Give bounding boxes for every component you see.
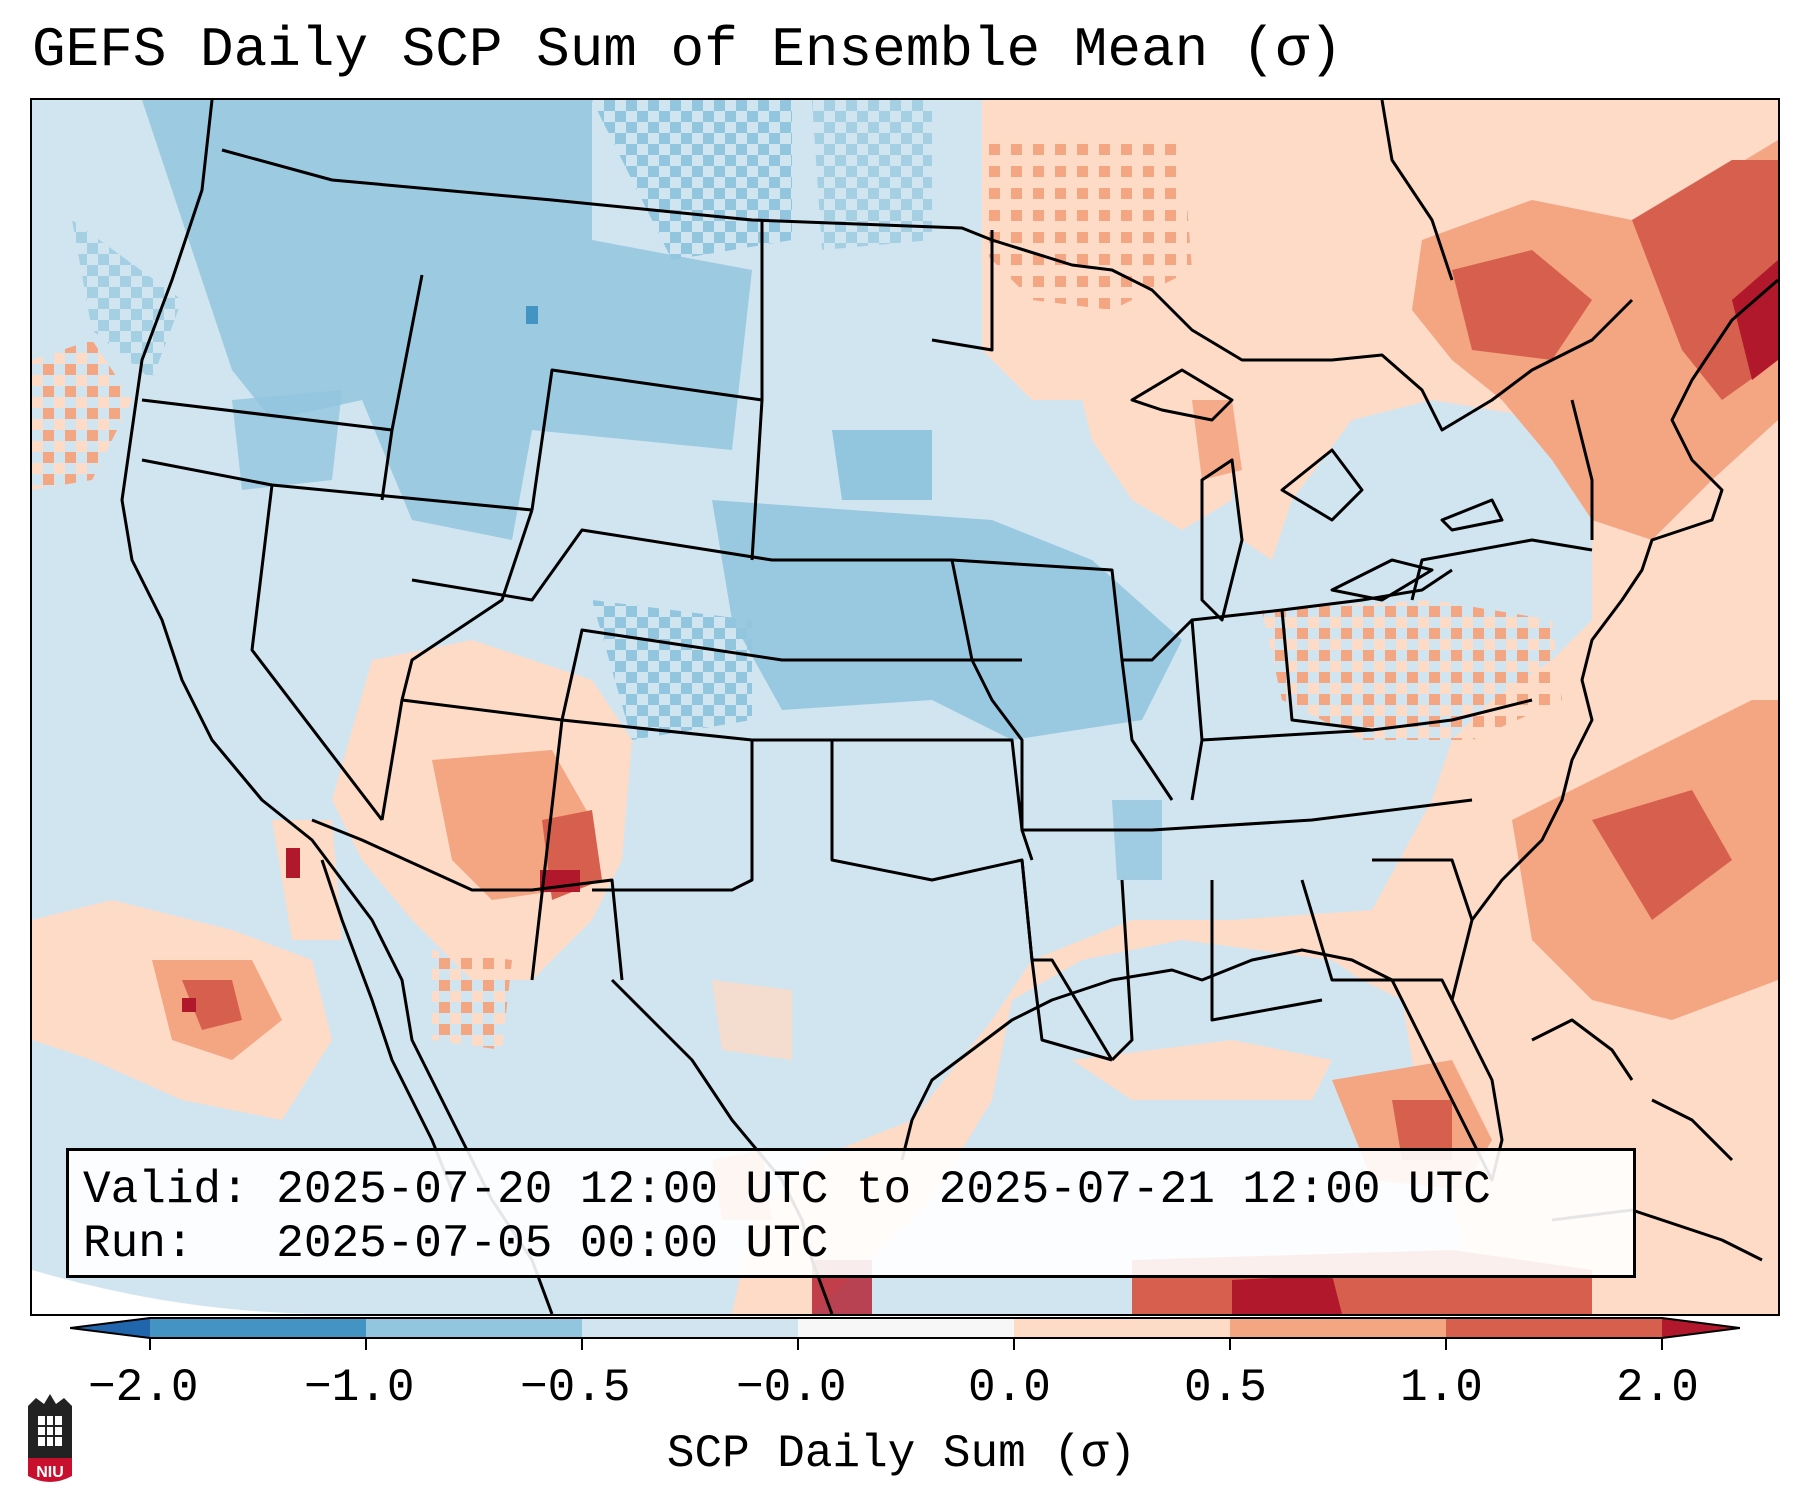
colorbar-bin [798, 1318, 1014, 1338]
coastline-baja [320, 859, 454, 1191]
state-line [530, 719, 564, 981]
colorbar-tick-label: −0.5 [520, 1362, 631, 1414]
colorbar-label: SCP Daily Sum (σ) [666, 1428, 1137, 1480]
lake-huron [1280, 448, 1364, 522]
lake-superior [1130, 368, 1234, 422]
valid-label: Valid: [83, 1164, 249, 1216]
border-canada-us [221, 148, 1634, 432]
state-line [1300, 879, 1454, 1001]
coastline-west [120, 100, 554, 1314]
colorbar-bin [366, 1318, 582, 1338]
run-value: 2025-07-05 00:00 UTC [276, 1218, 829, 1270]
island [1531, 1018, 1634, 1081]
state-line [561, 718, 754, 892]
colorbar-tick-label: 1.0 [1400, 1362, 1483, 1414]
colorbar-tick-label: −2.0 [88, 1362, 199, 1414]
state-line [752, 738, 1034, 861]
validity-info-box: Valid: 2025-07-20 12:00 UTC to 2025-07-2… [66, 1148, 1636, 1278]
coastline-east [1450, 278, 1778, 1001]
lake-ontario [1440, 498, 1504, 532]
state-line [750, 220, 764, 561]
map-title: GEFS Daily SCP Sum of Ensemble Mean (σ) [32, 18, 1343, 82]
state-line [1020, 859, 1113, 1062]
colorbar [70, 1317, 1740, 1350]
colorbar-tick-label: −0.0 [736, 1362, 847, 1414]
valid-value: 2025-07-20 12:00 UTC to 2025-07-21 12:00… [276, 1164, 1491, 1216]
state-line [141, 398, 393, 432]
colorbar-tick-label: 0.0 [968, 1362, 1051, 1414]
colorbar-bin [582, 1318, 798, 1338]
state-line [411, 528, 952, 602]
colorbar-bin [1446, 1318, 1662, 1338]
state-line [1280, 609, 1373, 732]
positive-anomaly-regions [32, 100, 1778, 1314]
colorbar-bin [150, 1318, 366, 1338]
state-line [1201, 698, 1533, 742]
niu-logo: NIU [28, 1394, 72, 1482]
state-line [401, 628, 1022, 722]
lake-michigan [1200, 458, 1244, 622]
island [1651, 1098, 1734, 1162]
colorbar-tick-label: 0.5 [1184, 1362, 1267, 1414]
state-line [1032, 958, 1114, 1061]
colorbar-bin [1230, 1318, 1446, 1338]
projection-edge [32, 1270, 332, 1314]
map-panel [30, 98, 1780, 1316]
colorbar-tick-label: 2.0 [1616, 1362, 1699, 1414]
colorbar-ticks [149, 1338, 1663, 1350]
colorbar-over [1662, 1318, 1740, 1338]
colorbar-bin [1014, 1318, 1230, 1338]
state-line [530, 368, 763, 511]
state-line [250, 484, 384, 821]
state-line [1372, 858, 1474, 921]
state-line [1110, 879, 1134, 1062]
state-line [931, 230, 994, 352]
lake-erie [1330, 558, 1434, 602]
run-label: Run: [83, 1218, 194, 1270]
colorbar-tick-label: −1.0 [304, 1362, 415, 1414]
state-line [950, 559, 1473, 832]
min-cell [526, 306, 538, 324]
logo-text: NIU [36, 1464, 64, 1481]
scp-map [32, 100, 1778, 1314]
border-mexico-west [311, 818, 624, 981]
state-line [380, 509, 534, 821]
state-line [1570, 399, 1594, 540]
coastline-hudson [1380, 100, 1454, 281]
state-line [1210, 880, 1323, 1022]
colorbar-under [70, 1318, 150, 1338]
state-line [380, 274, 424, 501]
